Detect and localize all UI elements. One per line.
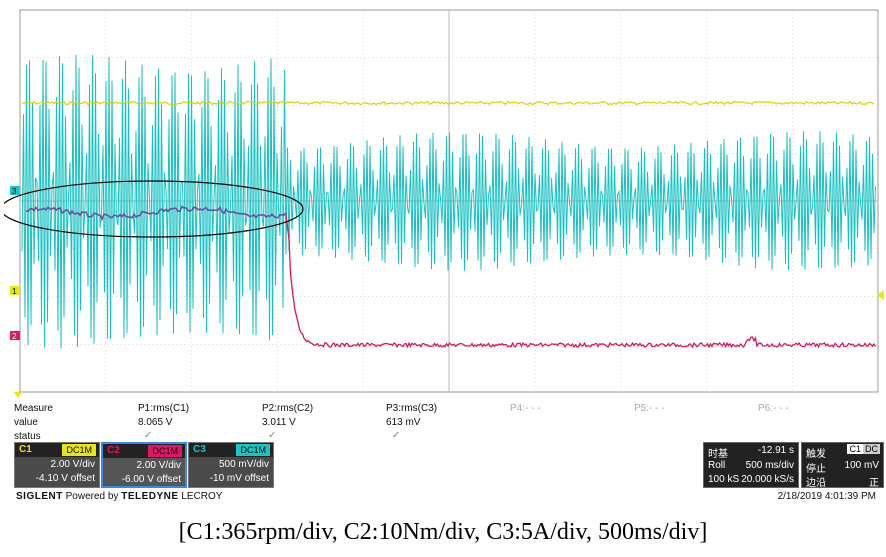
trigger-panel[interactable]: 触发 C1 DC 停止 100 mV 边沿 正 — [801, 442, 884, 489]
trigger-position-marker[interactable] — [14, 392, 22, 398]
p3-name[interactable]: P3:rms(C3) — [386, 403, 438, 414]
c1-level-marker[interactable]: 1 — [10, 286, 20, 296]
channel-c3-box[interactable]: C3 DC1M 500 mV/div -10 mV offset — [188, 442, 274, 488]
p2-value: 3.011 V — [262, 417, 296, 428]
trigger-level: 100 mV — [844, 460, 879, 471]
p1-name[interactable]: P1:rms(C1) — [138, 403, 190, 414]
value-row-label: value — [14, 417, 38, 428]
p2-name[interactable]: P2:rms(C2) — [262, 403, 314, 414]
trigger-title: 触发 — [806, 449, 826, 460]
c2-torque-trace-early — [25, 205, 287, 221]
timebase-tdiv: 500 ms/div — [745, 460, 794, 471]
annotation-ellipse — [4, 180, 304, 238]
p3-value: 613 mV — [386, 417, 421, 428]
p1-status-check: ✓ — [144, 430, 153, 441]
trigger-coupling: DC — [863, 444, 880, 454]
c2-vdiv: 2.00 V/div — [136, 460, 181, 471]
datetime-readout: 2/18/2019 4:01:39 PM — [777, 491, 876, 502]
p5-name[interactable]: P5:- - - — [634, 403, 665, 414]
channel-c2-box[interactable]: C2 DC1M 2.00 V/div -6.00 V offset — [101, 442, 187, 488]
p6-name[interactable]: P6:- - - — [758, 403, 789, 414]
oscilloscope-display: 3 1 2 Measure value status P1:rms(C1) 8.… — [4, 0, 884, 504]
figure-caption: [C1:365rpm/div, C2:10Nm/div, C3:5A/div, … — [178, 519, 708, 545]
c3-label: C3 — [193, 444, 206, 455]
siglent-logo: SIGLENT — [16, 491, 63, 502]
teledyne-logo: TELEDYNE — [121, 491, 179, 502]
powered-by-text: Powered by — [65, 491, 119, 502]
svg-text:1: 1 — [12, 287, 17, 296]
c1-offset: -4.10 V offset — [35, 473, 95, 484]
c2-coupling: DC1M — [148, 445, 182, 457]
timebase-mode: Roll — [708, 460, 726, 471]
p2-status-check: ✓ — [268, 430, 277, 441]
trigger-level-marker[interactable] — [877, 290, 884, 300]
p1-value: 8.065 V — [138, 417, 173, 428]
c1-label: C1 — [19, 444, 32, 455]
timebase-rate: 20.000 kS/s — [741, 474, 794, 485]
c3-coupling: DC1M — [236, 444, 270, 456]
trigger-slope: 正 — [869, 478, 879, 489]
status-row-label: status — [14, 431, 41, 442]
trigger-state: 停止 — [806, 464, 826, 475]
channel-c1-box[interactable]: C1 DC1M 2.00 V/div -4.10 V offset — [14, 442, 100, 488]
c2-torque-trace — [285, 214, 877, 349]
c3-offset: -10 mV offset — [209, 473, 269, 484]
c1-speed-trace — [21, 100, 875, 106]
c3-current-trace — [21, 54, 876, 349]
timebase-title: 时基 — [708, 449, 728, 460]
timebase-delay: -12.91 s — [757, 445, 794, 456]
trigger-source: C1 — [847, 444, 863, 454]
c2-label: C2 — [107, 445, 120, 456]
svg-text:3: 3 — [12, 187, 17, 196]
c1-coupling: DC1M — [62, 444, 96, 456]
c3-vdiv: 500 mV/div — [218, 459, 269, 470]
c3-level-marker[interactable]: 3 — [10, 186, 20, 196]
p3-status-check: ✓ — [392, 430, 401, 441]
c1-vdiv: 2.00 V/div — [50, 459, 95, 470]
timebase-panel[interactable]: 时基 -12.91 s Roll 500 ms/div 100 kS 20.00… — [703, 442, 799, 488]
c2-offset: -6.00 V offset — [121, 474, 181, 485]
c2-level-marker[interactable]: 2 — [10, 331, 20, 341]
trigger-slope-label: 边沿 — [806, 478, 826, 489]
lecroy-logo: LECROY — [181, 491, 223, 502]
waveform-screen: 3 1 2 — [4, 9, 884, 398]
measure-row-label: Measure — [14, 403, 53, 414]
p4-name[interactable]: P4:- - - — [510, 403, 541, 414]
brand-footer: SIGLENT Powered by TELEDYNE LECROY — [16, 491, 222, 502]
svg-text:2: 2 — [12, 332, 17, 341]
timebase-samples: 100 kS — [708, 474, 740, 485]
